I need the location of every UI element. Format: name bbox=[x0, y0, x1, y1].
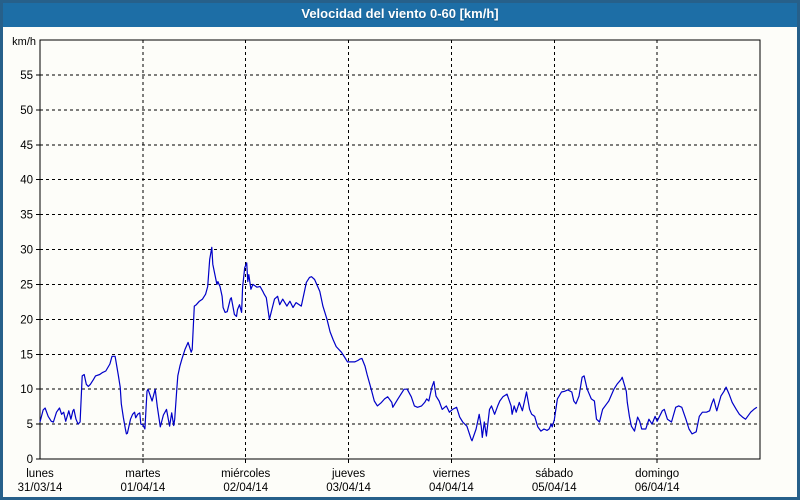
x-day-date-label: 03/04/14 bbox=[326, 482, 371, 494]
x-day-date-label: 05/04/14 bbox=[532, 482, 577, 494]
y-tick-label: 25 bbox=[20, 279, 33, 291]
wind-speed-series-line bbox=[39, 246, 758, 442]
y-tick-label: 45 bbox=[20, 140, 33, 152]
y-tick-label: 15 bbox=[20, 349, 33, 361]
y-tick-label: 0 bbox=[27, 454, 33, 466]
x-day-date-label: 04/04/14 bbox=[429, 482, 474, 494]
y-tick-label: 10 bbox=[20, 384, 33, 396]
x-day-name-label: jueves bbox=[331, 468, 365, 480]
x-day-name-label: miércoles bbox=[221, 468, 270, 480]
chart-title: Velocidad del viento 0-60 [km/h] bbox=[301, 6, 499, 21]
x-day-date-label: 02/04/14 bbox=[223, 482, 268, 494]
x-day-date-label: 01/04/14 bbox=[120, 482, 165, 494]
chart-title-bar: Velocidad del viento 0-60 [km/h] bbox=[3, 3, 797, 27]
y-tick-label: 30 bbox=[20, 245, 33, 257]
y-tick-label: 5 bbox=[27, 419, 33, 431]
y-tick-label: 50 bbox=[20, 105, 33, 117]
y-tick-label: 35 bbox=[20, 210, 33, 222]
x-day-name-label: martes bbox=[125, 468, 160, 480]
x-day-name-label: lunes bbox=[26, 468, 54, 480]
x-day-name-label: viernes bbox=[433, 468, 470, 480]
y-tick-label: 55 bbox=[20, 70, 33, 82]
x-day-name-label: domingo bbox=[635, 468, 679, 480]
x-day-name-label: sábado bbox=[535, 468, 573, 480]
y-tick-label: 40 bbox=[20, 175, 33, 187]
x-day-date-label: 06/04/14 bbox=[635, 482, 680, 494]
y-tick-label: 20 bbox=[20, 314, 33, 326]
y-axis-unit-label: km/h bbox=[12, 36, 36, 48]
x-day-date-label: 31/03/14 bbox=[18, 482, 63, 494]
